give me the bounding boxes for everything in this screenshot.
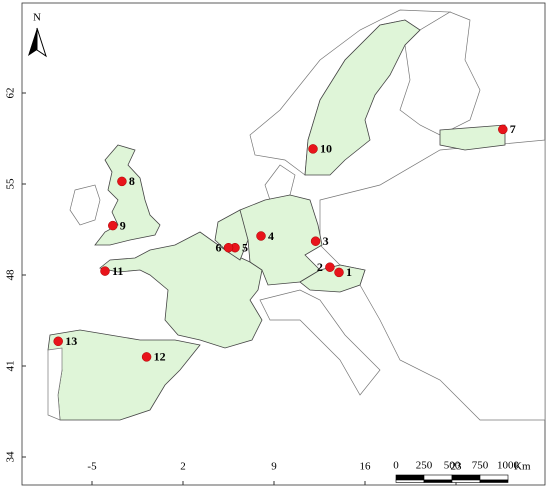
site-marker	[256, 231, 266, 241]
lon-tick-label: 16	[360, 461, 372, 473]
scale-label: 0	[393, 460, 399, 472]
site-label: 5	[242, 240, 248, 254]
site-label: 10	[320, 142, 332, 156]
site-marker	[108, 220, 118, 231]
site-marker	[325, 262, 335, 272]
scale-unit: Km	[514, 461, 531, 473]
site-label: 7	[510, 122, 516, 136]
site-marker	[308, 144, 318, 154]
north-arrow-left	[28, 28, 37, 56]
lon-tick-label: 9	[271, 461, 277, 473]
great-britain	[94, 144, 161, 246]
lat-tick-label: 48	[5, 269, 17, 281]
scale-segment	[451, 479, 481, 483]
lat-tick-label: 41	[5, 361, 17, 372]
site-label: 9	[120, 218, 126, 232]
ireland	[69, 184, 101, 226]
scale-label: 250	[416, 460, 433, 472]
scale-segment	[451, 474, 481, 481]
scale-segment	[395, 474, 425, 481]
scale-segment	[395, 479, 425, 483]
lon-tick-label: 2	[180, 461, 186, 473]
lon-tick-label: -5	[87, 461, 97, 473]
site-marker	[223, 242, 234, 253]
site-label: 4	[268, 229, 274, 243]
site-marker	[334, 267, 344, 278]
scale-segment	[479, 474, 509, 481]
scale-segment	[423, 474, 453, 481]
denmark	[264, 164, 296, 201]
north-arrow-right	[36, 27, 47, 58]
lat-tick-label: 62	[5, 88, 17, 99]
site-label: 1	[346, 265, 352, 279]
scale-segment	[479, 479, 509, 483]
site-marker	[100, 266, 110, 276]
site-marker	[117, 176, 127, 187]
site-marker	[310, 236, 321, 246]
site-marker	[53, 336, 63, 347]
north-arrow: N	[28, 12, 47, 58]
italy	[259, 289, 381, 396]
scale-segment	[423, 479, 453, 483]
portugal	[47, 347, 63, 421]
lon-tick-label: 23	[451, 461, 463, 473]
estonia	[439, 124, 506, 151]
site-label: 11	[112, 264, 123, 278]
finland	[399, 11, 481, 136]
austria	[299, 264, 366, 293]
sweden	[304, 19, 421, 176]
scale-label: 750	[472, 460, 489, 472]
scale-label: 1000	[497, 460, 520, 472]
site-label: 3	[323, 234, 329, 248]
lat-tick-label: 55	[5, 178, 17, 190]
site-label: 2	[317, 260, 323, 274]
north-label: N	[33, 12, 41, 24]
land	[47, 9, 546, 421]
lat-tick-label: 34	[5, 451, 17, 463]
site-label: 12	[154, 350, 166, 364]
site-label: 13	[65, 334, 77, 348]
benelux	[214, 209, 249, 261]
site-marker	[498, 124, 508, 135]
site-label: 8	[129, 174, 135, 188]
site-marker	[141, 352, 152, 362]
scale-label: 500	[444, 460, 461, 472]
site-label: 6	[216, 240, 222, 254]
